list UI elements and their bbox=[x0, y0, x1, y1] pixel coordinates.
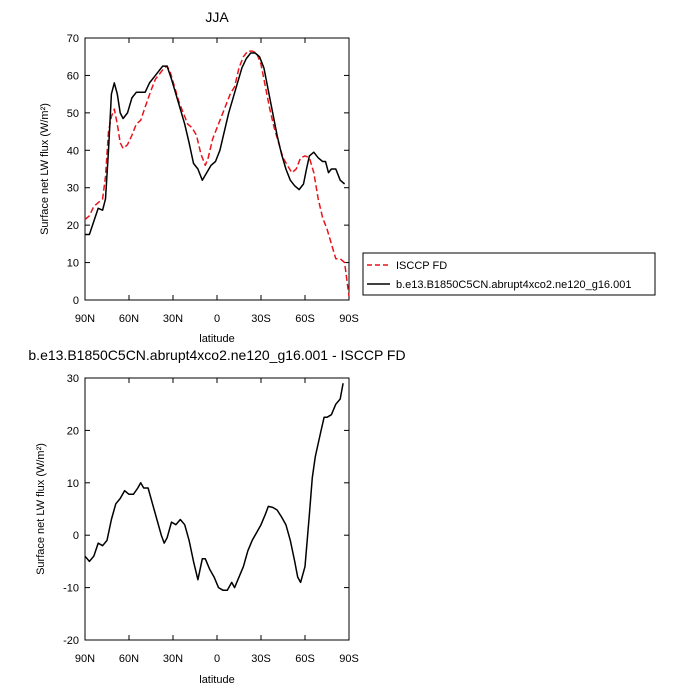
top-x-tick-label: 90S bbox=[339, 313, 359, 325]
top-y-tick-label: 20 bbox=[67, 220, 79, 232]
bottom-chart-y-axis: -20 -10 0 10 20 30 bbox=[63, 373, 349, 647]
bottom-y-tick-label: -20 bbox=[63, 635, 79, 647]
top-x-tick-label: 30N bbox=[163, 313, 183, 325]
top-y-tick-label: 50 bbox=[67, 108, 79, 120]
legend: ISCCP FD b.e13.B1850C5CN.abrupt4xco2.ne1… bbox=[362, 252, 656, 296]
bottom-x-tick-label: 60S bbox=[295, 653, 315, 665]
bottom-y-tick-label: 0 bbox=[73, 530, 79, 542]
bottom-chart-series bbox=[84, 383, 344, 591]
top-series-line-0 bbox=[84, 50, 350, 297]
bottom-y-tick-label: 10 bbox=[67, 478, 79, 490]
bottom-chart-title: b.e13.B1850C5CN.abrupt4xco2.ne120_g16.00… bbox=[28, 347, 405, 363]
bottom-x-tick-label: 0 bbox=[214, 653, 220, 665]
legend-label-isccp-fd: ISCCP FD bbox=[396, 260, 447, 272]
bottom-chart: b.e13.B1850C5CN.abrupt4xco2.ne120_g16.00… bbox=[28, 347, 405, 686]
top-chart-frame bbox=[84, 37, 350, 301]
legend-box bbox=[362, 252, 656, 296]
top-y-tick-label: 70 bbox=[67, 33, 79, 45]
top-chart-y-axis: 0 10 20 30 40 50 60 70 bbox=[67, 33, 349, 307]
bottom-series-line-0 bbox=[84, 383, 344, 591]
bottom-y-tick-label: 30 bbox=[67, 373, 79, 385]
top-chart-y-label: Surface net LW flux (W/m²) bbox=[39, 103, 51, 235]
bottom-x-tick-label: 30S bbox=[251, 653, 271, 665]
top-y-tick-label: 30 bbox=[67, 183, 79, 195]
top-chart-title: JJA bbox=[205, 9, 229, 25]
top-y-tick-label: 40 bbox=[67, 145, 79, 157]
top-x-tick-label: 60N bbox=[119, 313, 139, 325]
top-chart-x-label: latitude bbox=[199, 333, 234, 345]
top-y-tick-label: 10 bbox=[67, 258, 79, 270]
bottom-y-tick-label: 20 bbox=[67, 425, 79, 437]
top-chart-x-axis: 90N 60N 30N 0 30S 60S 90S bbox=[75, 38, 359, 325]
top-y-tick-label: 0 bbox=[73, 295, 79, 307]
bottom-x-tick-label: 90N bbox=[75, 653, 95, 665]
bottom-chart-x-label: latitude bbox=[199, 674, 234, 686]
top-x-tick-label: 0 bbox=[214, 313, 220, 325]
bottom-x-tick-label: 60N bbox=[119, 653, 139, 665]
bottom-x-tick-label: 30N bbox=[163, 653, 183, 665]
top-x-tick-label: 90N bbox=[75, 313, 95, 325]
top-x-tick-label: 60S bbox=[295, 313, 315, 325]
bottom-y-tick-label: -10 bbox=[63, 583, 79, 595]
top-series-line-1 bbox=[85, 52, 346, 236]
top-y-tick-label: 60 bbox=[67, 70, 79, 82]
bottom-x-tick-label: 90S bbox=[339, 653, 359, 665]
top-chart-series bbox=[84, 50, 350, 297]
top-x-tick-label: 30S bbox=[251, 313, 271, 325]
bottom-chart-x-axis: 90N 60N 30N 0 30S 60S 90S bbox=[75, 378, 359, 665]
bottom-chart-y-label: Surface net LW flux (W/m²) bbox=[35, 443, 47, 575]
legend-label-model: b.e13.B1850C5CN.abrupt4xco2.ne120_g16.00… bbox=[396, 279, 631, 291]
